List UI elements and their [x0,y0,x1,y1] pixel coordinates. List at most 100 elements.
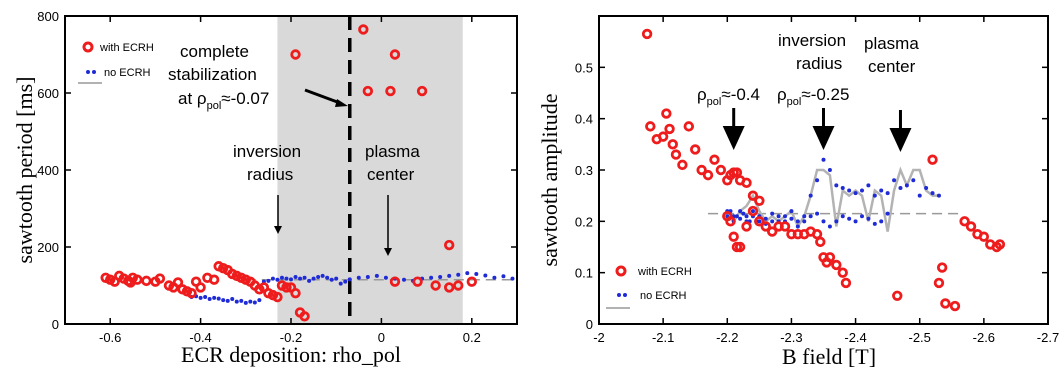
right-no-ecrh-point [802,214,807,219]
left-no-ecrh-point [212,295,217,300]
right-with-ecrh-point [994,239,1006,250]
left-no-ecrh-point [329,277,334,282]
left-y-axis-label: sawtooth period [ms] [12,77,37,264]
left-legend-no-marker-2 [92,70,96,74]
left-with-ecrh-point [430,280,441,291]
right-ytick-label: 0.3 [575,163,593,178]
left-no-ecrh-point [239,298,244,303]
left-with-ecrh-point [208,274,220,285]
left-annot-stab-prefix: at ρ [178,89,207,108]
right-with-ecrh-point [747,205,759,217]
left-no-ecrh-point [198,295,203,300]
right-no-ecrh-point [866,216,871,221]
left-no-ecrh-point [307,278,312,283]
right-no-ecrh-point [936,193,941,198]
right-with-ecrh-point [645,121,656,132]
left-legend-no-marker [86,70,90,74]
left-with-ecrh-point [416,85,428,97]
right-no-ecrh-point [911,178,916,183]
right-ytick-label: 0.1 [575,266,593,281]
right-annot-rho2: ρpol≈-0.25 [777,85,849,108]
right-legend-with-marker [615,265,627,277]
left-no-ecrh-point [447,273,452,278]
right-annot-arrow-head [889,128,912,152]
left-annot-pc-line2: center [367,165,415,184]
right-no-ecrh-point [795,219,800,224]
right-y-axis-label: sawtooth amplitude [537,94,562,267]
right-with-ecrh-point [965,221,977,232]
left-no-ecrh-point [311,276,316,281]
left-legend-with-label: with ECRH [99,42,154,54]
right-no-ecrh-point [821,219,826,224]
right-no-ecrh-point [898,185,903,190]
right-no-ecrh-point [866,183,871,188]
right-no-ecrh-point [802,219,807,224]
left-no-ecrh-point [289,277,293,282]
right-with-ecrh-point [728,231,739,242]
right-annot-pc-line1: plasma [864,34,919,53]
left-with-ecrh-point [358,24,369,35]
left-no-ecrh-point [492,275,497,280]
right-xtick-label: -2.7 [1037,330,1059,345]
right-with-ecrh-point [824,252,836,263]
left-annot-stab-sub: pol [207,100,222,112]
left-with-ecrh-point [385,85,396,97]
right-no-ecrh-point [834,183,839,188]
right-with-ecrh-point [747,190,759,201]
left-legend: with ECRH no ECRH [78,41,154,84]
left-with-ecrh-point [172,277,184,288]
left-annot-stab-line1: complete [180,42,249,61]
left-no-ecrh-point [365,275,370,280]
left-xtick-label: 0.2 [463,330,481,345]
right-with-ecrh-point [815,236,826,248]
right-ytick-label: 0 [586,317,593,332]
right-with-ecrh-point [709,154,720,165]
right-with-ecrh-point [927,154,938,165]
right-legend-no-marker [617,293,621,297]
left-with-ecrh-point [444,282,455,293]
right-no-ecrh-point [741,211,746,216]
right-with-ecrh-point [677,159,688,171]
right-no-ecrh-point [815,211,820,216]
right-annot-pc-line2: center [868,57,916,76]
right-no-ecrh-point [924,185,929,190]
left-with-ecrh-point [466,276,477,287]
right-with-ecrh-point [837,267,848,278]
left-with-ecrh-point [444,239,455,251]
left-no-ecrh-point [248,299,253,304]
left-no-ecrh-point [266,278,271,283]
left-with-ecrh-point [389,276,401,287]
left-with-ecrh-point [290,288,301,299]
right-xtick-label: -2 [593,330,605,345]
left-no-ecrh-point [284,276,289,281]
right-with-ecrh-point [933,277,945,289]
right-no-ecrh-point [770,211,775,216]
left-no-ecrh-point [338,281,343,286]
right-no-ecrh-point [892,178,897,183]
right-annot-rho1-prefix: ρ [697,85,707,104]
right-xtick-label: -2.2 [716,330,738,345]
left-no-ecrh-point [429,275,434,280]
left-no-ecrh-point [257,298,262,303]
right-with-ecrh-point [760,221,771,232]
left-annot-pc-line1: plasma [365,142,420,161]
left-with-ecrh-point [141,275,152,287]
right-no-ecrh-point [904,183,909,188]
left-with-ecrh-point [195,282,206,293]
left-no-ecrh-point [456,272,461,277]
right-no-ecrh-point [847,188,852,193]
right-no-ecrh-point [840,185,845,190]
right-no-ecrh-point [789,209,794,214]
left-with-ecrh-point [186,288,197,299]
right-xtick-label: -2.5 [909,330,931,345]
left-annot-pc-arrowhead [384,248,392,256]
left-with-ecrh-point [412,276,423,287]
left-no-ecrh-point [501,274,506,279]
right-with-ecrh-point [702,169,714,181]
left-with-ecrh-point [389,49,401,60]
left-with-ecrh-point [154,273,166,284]
left-with-ecrh-point [272,291,283,303]
left-no-ecrh-point [474,271,479,276]
right-points [641,28,1006,312]
